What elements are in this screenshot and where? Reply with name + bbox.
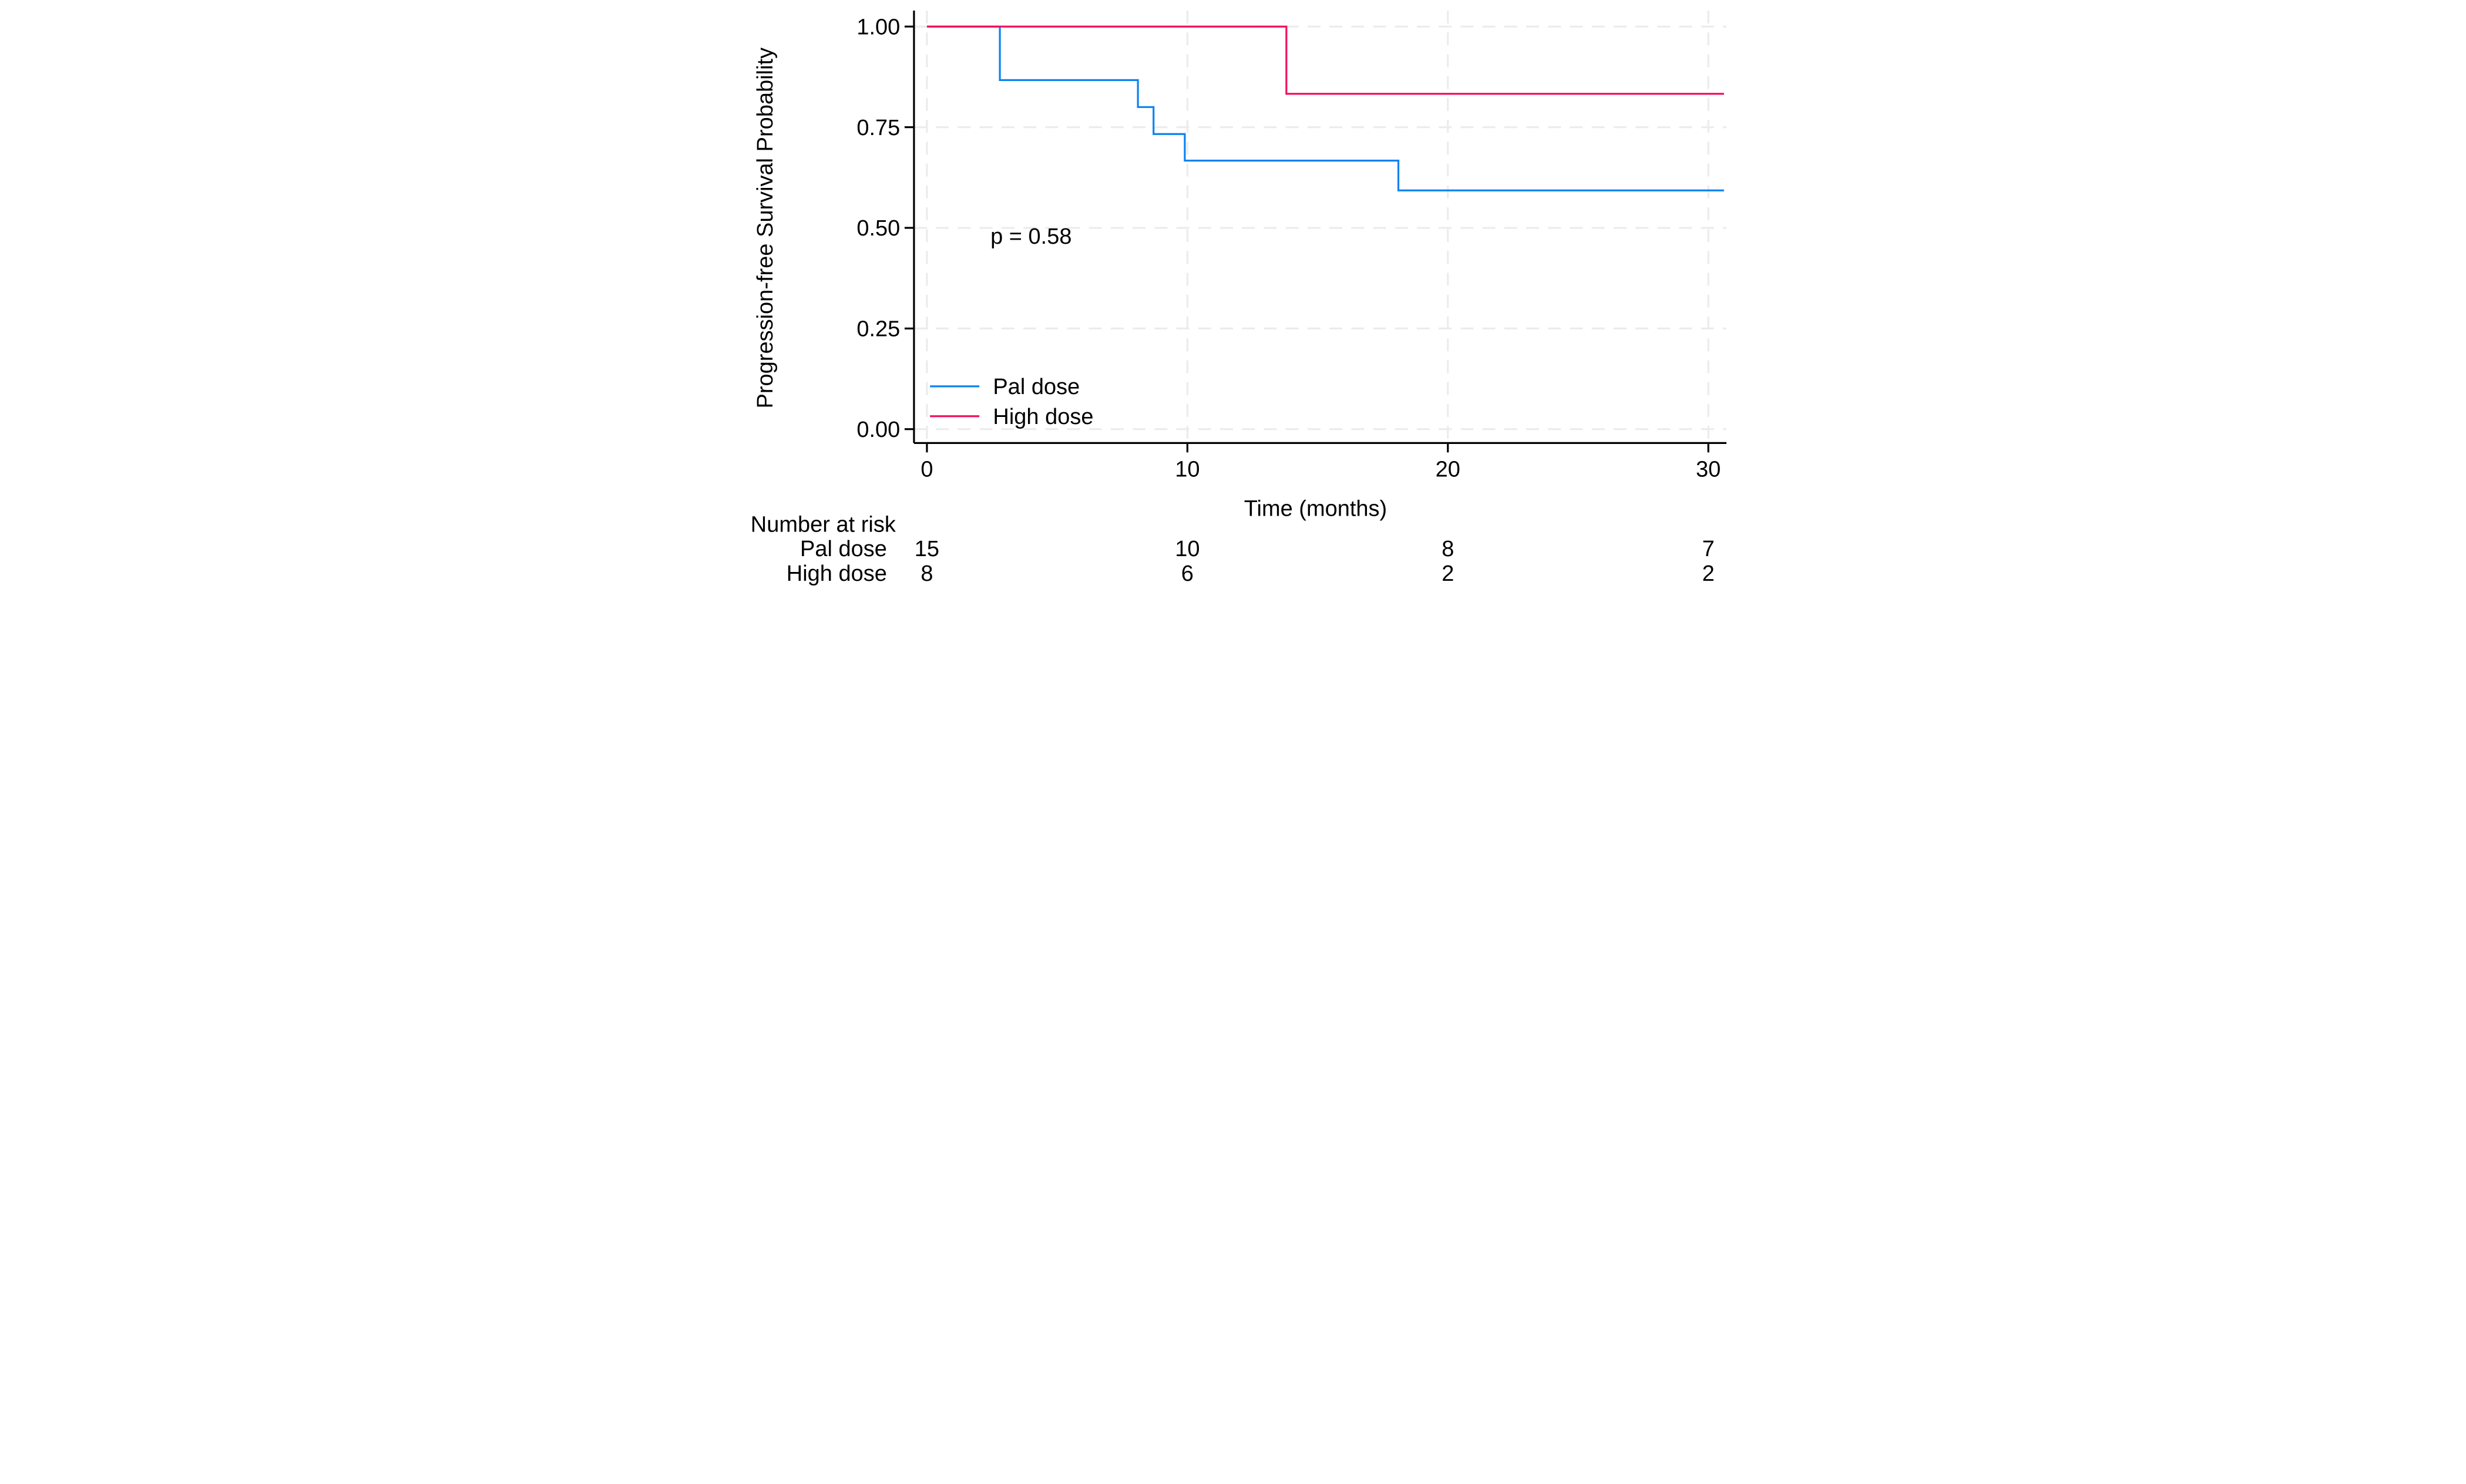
legend-item-pal-dose: Pal dose: [930, 375, 1080, 399]
x-tick-label-10: 10: [1175, 457, 1200, 482]
y-tick-label-0.25: 0.25: [856, 317, 900, 342]
legend: Pal dose High dose: [930, 375, 1094, 429]
survival-curve-high-dose: [926, 25, 1724, 95]
x-axis-title: Time (months): [1244, 496, 1387, 521]
km-figure: 0.00 0.25 0.50 0.75 1.00 0 10 20 30 Time (months)…: [740, 0, 1726, 594]
y-tick-label-1.00: 1.00: [856, 15, 900, 39]
legend-label-pal-dose: Pal dose: [993, 375, 1080, 399]
y-tick-label-0.75: 0.75: [856, 116, 900, 140]
x-tick-label-0: 0: [920, 457, 933, 482]
y-tick-label-0.00: 0.00: [856, 418, 900, 442]
risk-table-header: Number at risk: [751, 513, 896, 537]
p-value-annotation: p = 0.58: [990, 224, 1071, 249]
x-tick-label-20: 20: [1436, 457, 1460, 482]
survival-curve-pal-dose: [926, 25, 1724, 191]
risk-row-label-high-dose: High dose: [787, 561, 887, 586]
legend-item-high-dose: High dose: [930, 405, 1094, 429]
risk-count-high-dose-t30: 2: [1702, 561, 1715, 586]
plot-background: [740, 0, 1726, 594]
risk-row-pal-dose: Pal dose 15 10 8 7: [800, 537, 1715, 561]
risk-count-pal-dose-t30: 7: [1702, 537, 1715, 561]
risk-count-pal-dose-t10: 10: [1175, 537, 1200, 561]
x-tick-label-30: 30: [1696, 457, 1721, 482]
risk-count-high-dose-t20: 2: [1442, 561, 1454, 586]
risk-row-high-dose: High dose 8 6 2 2: [787, 561, 1715, 586]
risk-count-pal-dose-t20: 8: [1442, 537, 1454, 561]
risk-count-pal-dose-t0: 15: [915, 537, 939, 561]
km-survival-chart: 0.00 0.25 0.50 0.75 1.00 0 10 20 30 Time (months)…: [740, 0, 1726, 594]
legend-label-high-dose: High dose: [993, 405, 1093, 429]
y-axis-title: Progression-free Survival Probability: [753, 48, 778, 409]
risk-count-high-dose-t0: 8: [920, 561, 933, 586]
y-tick-label-0.50: 0.50: [856, 216, 900, 241]
risk-count-high-dose-t10: 6: [1181, 561, 1194, 586]
risk-row-label-pal-dose: Pal dose: [800, 537, 887, 561]
